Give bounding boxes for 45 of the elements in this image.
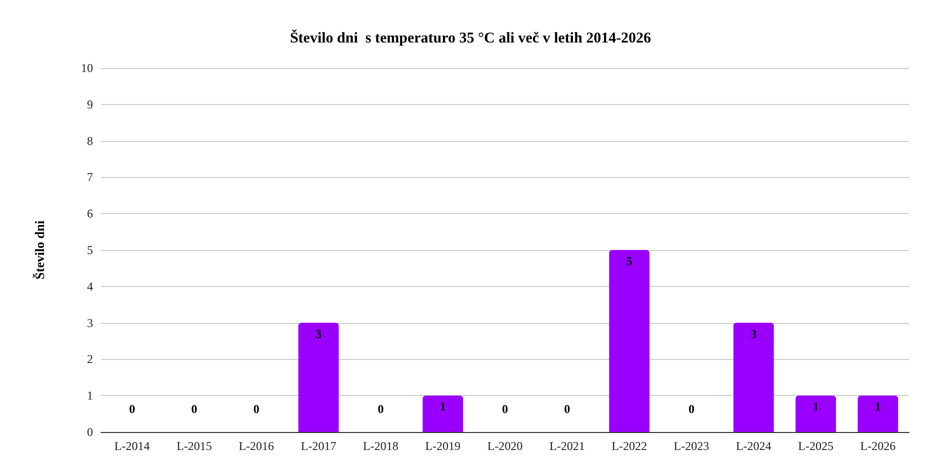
x-tick-label: L-2018 bbox=[363, 439, 398, 453]
x-tick-label: L-2023 bbox=[674, 439, 710, 453]
bar bbox=[733, 322, 774, 432]
x-tick-label: L-2014 bbox=[114, 439, 150, 453]
data-label: 3 bbox=[750, 326, 757, 341]
data-label: 1 bbox=[440, 400, 446, 414]
y-tick-label: 8 bbox=[87, 134, 93, 148]
y-axis-title: Število dni bbox=[32, 220, 47, 280]
bar bbox=[298, 322, 339, 432]
y-tick-label: 9 bbox=[87, 97, 93, 112]
y-tick-label: 3 bbox=[87, 316, 93, 330]
x-tick-label: L-2015 bbox=[176, 439, 212, 453]
x-tick-label: L-2020 bbox=[487, 439, 523, 453]
x-tick-label: L-2025 bbox=[798, 439, 834, 453]
data-label: 0 bbox=[564, 402, 570, 416]
bar bbox=[609, 250, 650, 432]
data-label: 5 bbox=[626, 254, 632, 268]
data-label: 0 bbox=[502, 402, 508, 416]
y-tick-label: 10 bbox=[81, 61, 93, 75]
data-label: 0 bbox=[191, 402, 198, 416]
y-tick-label: 0 bbox=[87, 425, 93, 439]
data-label: 0 bbox=[129, 402, 136, 416]
y-tick-label: 5 bbox=[87, 243, 93, 257]
y-tick-label: 4 bbox=[87, 279, 93, 294]
x-tick-label: L-2016 bbox=[238, 439, 274, 453]
bar bbox=[422, 396, 464, 432]
x-tick-label: L-2026 bbox=[860, 439, 896, 453]
y-tick-label: 1 bbox=[87, 388, 93, 403]
x-tick-label: L-2021 bbox=[549, 439, 585, 453]
data-label: 3 bbox=[316, 326, 322, 341]
data-label: 0 bbox=[253, 402, 260, 416]
y-tick-label: 7 bbox=[87, 170, 93, 184]
data-label: 0 bbox=[688, 402, 694, 416]
chart-title: Število dni s temperaturo 35 °C ali več v letih 2014-2026 bbox=[290, 28, 652, 46]
x-tick-label: L-2017 bbox=[300, 439, 336, 453]
data-label: 1 bbox=[874, 400, 881, 414]
data-label: 0 bbox=[378, 402, 384, 416]
y-tick-label: 6 bbox=[87, 206, 93, 221]
bar bbox=[796, 396, 836, 432]
x-tick-label: L-2022 bbox=[612, 439, 647, 453]
y-tick-label: 2 bbox=[87, 352, 93, 366]
x-tick-label: L-2024 bbox=[736, 439, 772, 453]
bar bbox=[858, 396, 898, 432]
x-tick-label: L-2019 bbox=[425, 439, 461, 453]
data-label: 1 bbox=[812, 400, 819, 414]
